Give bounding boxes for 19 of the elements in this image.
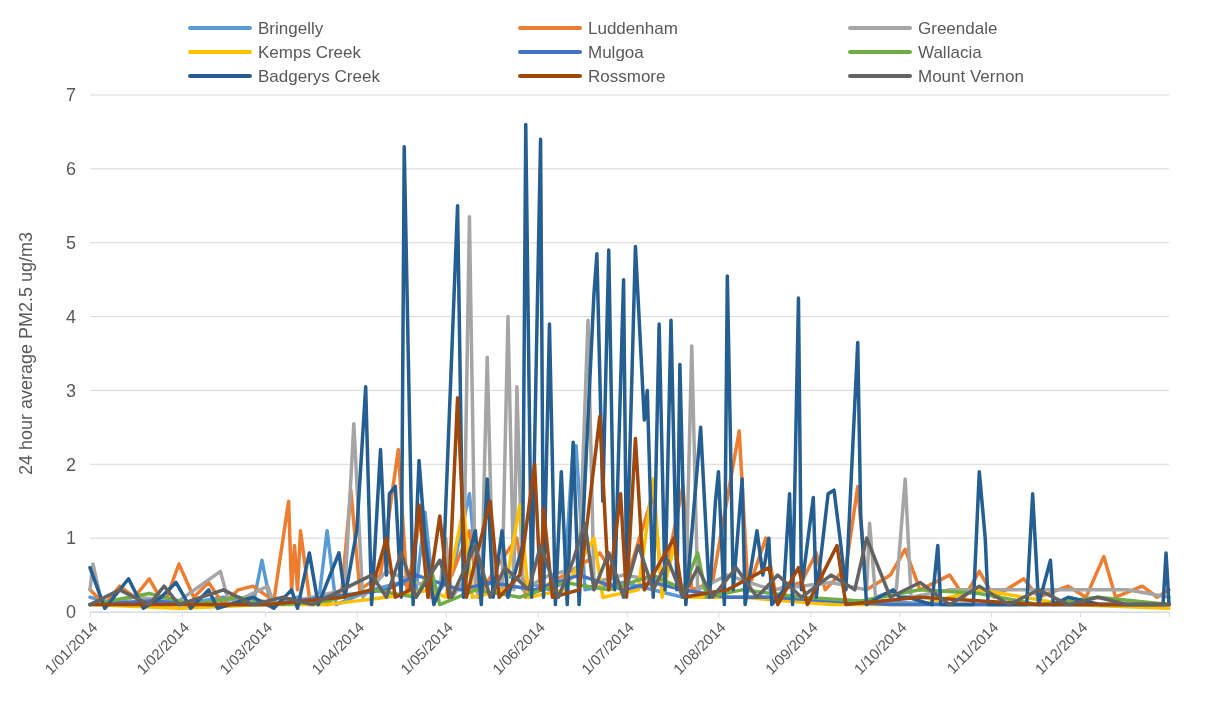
y-tick-label: 4	[65, 306, 76, 327]
y-tick-label: 0	[65, 602, 76, 623]
y-tick-label: 1	[65, 528, 76, 549]
legend-label: Rossmore	[588, 66, 666, 86]
legend-label: Wallacia	[918, 42, 983, 62]
y-tick-label: 2	[65, 454, 76, 475]
legend-label: Mulgoa	[588, 42, 645, 62]
legend-label: Kemps Creek	[258, 42, 362, 62]
legend-label: Bringelly	[258, 18, 324, 38]
legend-label: Badgerys Creek	[258, 66, 381, 86]
line-series	[88, 521, 1171, 607]
legend-label: Greendale	[918, 18, 998, 38]
y-tick-label: 5	[65, 232, 76, 253]
legend-label: Luddenham	[588, 18, 678, 38]
y-tick-label: 3	[65, 380, 76, 401]
y-tick-label: 6	[65, 159, 76, 180]
y-tick-label: 7	[65, 85, 76, 106]
y-axis-title: 24 hour average PM2.5 ug/m3	[16, 231, 36, 476]
legend-label: Mount Vernon	[918, 66, 1024, 86]
